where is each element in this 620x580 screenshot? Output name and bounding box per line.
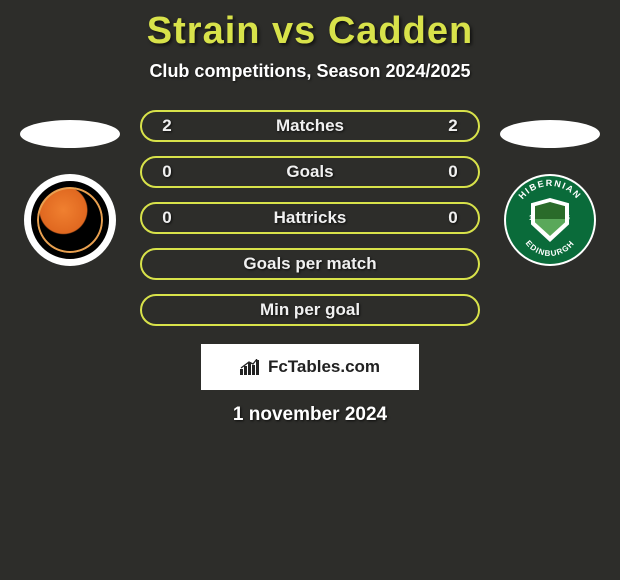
dundee-united-badge: [24, 174, 116, 266]
right-player-column: HIBERNIAN EDINBURGH 18 75: [490, 110, 610, 266]
stat-row-goals: 0 Goals 0: [140, 156, 480, 188]
stats-list: 2 Matches 2 0 Goals 0 0 Hattricks 0 Goal…: [140, 110, 480, 326]
stat-row-min-per-goal: Min per goal: [140, 294, 480, 326]
barchart-icon: [240, 359, 262, 375]
stat-left-value: 0: [160, 208, 174, 228]
right-indicator: [500, 120, 600, 148]
stat-label: Matches: [276, 116, 344, 136]
page-subtitle: Club competitions, Season 2024/2025: [0, 61, 620, 82]
svg-text:HIBERNIAN: HIBERNIAN: [517, 178, 584, 201]
stat-label: Min per goal: [260, 300, 360, 320]
attribution-box: FcTables.com: [201, 344, 419, 390]
stat-row-hattricks: 0 Hattricks 0: [140, 202, 480, 234]
left-indicator: [20, 120, 120, 148]
stat-right-value: 2: [446, 116, 460, 136]
stat-right-value: 0: [446, 162, 460, 182]
left-player-column: [10, 110, 130, 266]
stat-label: Goals per match: [243, 254, 376, 274]
club-crest-icon: HIBERNIAN EDINBURGH 18 75: [506, 176, 594, 264]
hibernian-badge: HIBERNIAN EDINBURGH 18 75: [504, 174, 596, 266]
club-crest-icon: [31, 181, 109, 259]
attribution-text: FcTables.com: [268, 357, 380, 377]
date-text: 1 november 2024: [0, 404, 620, 426]
stat-row-goals-per-match: Goals per match: [140, 248, 480, 280]
shield-icon: [531, 198, 569, 242]
hibernian-ring-top: HIBERNIAN: [517, 178, 584, 201]
stat-row-matches: 2 Matches 2: [140, 110, 480, 142]
stat-right-value: 0: [446, 208, 460, 228]
stat-left-value: 0: [160, 162, 174, 182]
stat-label: Hattricks: [274, 208, 347, 228]
stat-left-value: 2: [160, 116, 174, 136]
stat-label: Goals: [286, 162, 333, 182]
page-title: Strain vs Cadden: [0, 10, 620, 53]
